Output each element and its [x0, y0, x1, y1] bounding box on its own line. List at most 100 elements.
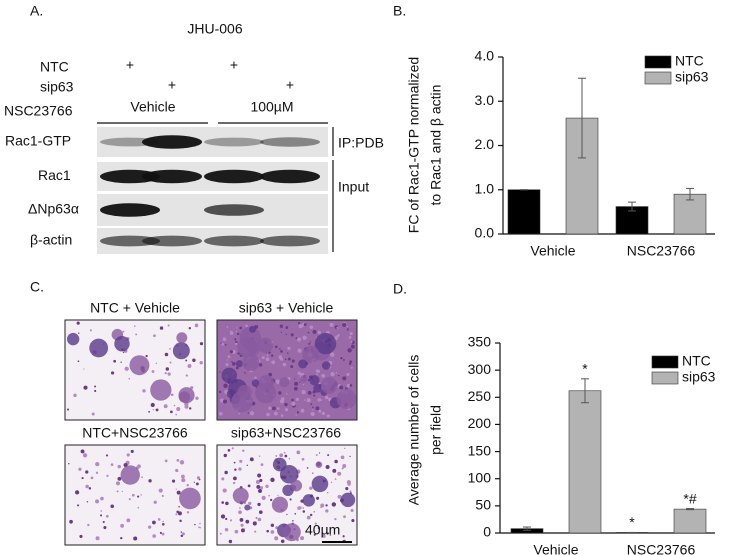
- cell: [155, 408, 159, 412]
- y-axis-label: per field: [428, 405, 444, 455]
- cell: [294, 512, 297, 515]
- cell: [307, 390, 312, 395]
- cell: [289, 498, 292, 501]
- cell: [246, 464, 248, 466]
- cell: [218, 390, 222, 394]
- legend-swatch: [644, 71, 672, 85]
- cell: [346, 383, 351, 388]
- cell: [103, 526, 107, 530]
- cell: [228, 539, 233, 544]
- cell: [79, 534, 83, 538]
- cell: [225, 501, 229, 506]
- scale-bar-label: 40µm: [305, 522, 340, 538]
- cell: [120, 361, 122, 363]
- cell: [266, 412, 270, 417]
- cell: [306, 398, 311, 403]
- annotation: *#: [683, 490, 696, 506]
- cell: [254, 530, 257, 533]
- cell: [345, 487, 349, 491]
- cell: [306, 467, 309, 469]
- cell: [131, 493, 135, 497]
- cell: [285, 393, 288, 395]
- plus-mark: +: [126, 57, 134, 73]
- cell: [189, 407, 192, 410]
- cell: [91, 412, 95, 416]
- legend-label: NTC: [675, 53, 704, 69]
- cell: [235, 366, 239, 370]
- treatment-label: NSC23766: [4, 103, 73, 119]
- band: [142, 135, 202, 149]
- cell: [164, 459, 168, 463]
- cell: [254, 376, 257, 380]
- cell: [348, 362, 352, 365]
- band: [204, 137, 264, 147]
- cell: [350, 344, 355, 349]
- cell: [148, 410, 150, 413]
- image-label: sip63+NSC23766: [231, 425, 341, 441]
- cell: [302, 335, 307, 340]
- cell: [249, 457, 254, 462]
- cell: [266, 354, 269, 357]
- cell: [176, 406, 181, 412]
- cell: [349, 490, 352, 493]
- cell: [350, 340, 353, 344]
- cell: [257, 517, 262, 522]
- cell: [346, 372, 350, 377]
- cell: [296, 411, 300, 414]
- cell: [244, 372, 246, 374]
- band: [204, 235, 264, 247]
- cell: [340, 356, 343, 360]
- cell: [257, 473, 262, 478]
- cell: [100, 514, 103, 517]
- cell: [94, 385, 97, 388]
- y-tick-label: 150: [468, 442, 492, 458]
- cell: [297, 371, 301, 376]
- band-label: Rac1: [38, 167, 71, 183]
- band: [100, 203, 160, 217]
- cell: [221, 501, 225, 504]
- cell: [87, 523, 90, 527]
- colony: [89, 338, 109, 358]
- cell: [347, 482, 351, 486]
- cell: [336, 326, 339, 329]
- cell: [140, 494, 142, 496]
- cell: [290, 365, 294, 369]
- cell: [291, 401, 296, 406]
- cell: [100, 496, 104, 501]
- cell: [295, 337, 298, 340]
- band: [204, 169, 264, 184]
- bar: [673, 508, 707, 534]
- y-tick-label: 50: [475, 497, 491, 513]
- cell: [224, 527, 229, 532]
- cell: [343, 515, 346, 519]
- cell: [324, 395, 329, 400]
- cell: [268, 494, 270, 497]
- colony: [257, 337, 274, 354]
- cell: [153, 500, 157, 504]
- cell: [181, 478, 186, 483]
- colony: [179, 487, 201, 510]
- colony: [321, 361, 331, 370]
- cell: [258, 363, 263, 367]
- cell: [302, 510, 306, 513]
- cell: [128, 498, 131, 501]
- cell: [349, 455, 351, 458]
- cell: [239, 518, 244, 522]
- cell: [285, 327, 288, 329]
- colony: [299, 375, 308, 383]
- cell: [347, 327, 349, 330]
- cell: [335, 372, 338, 374]
- cell: [137, 495, 140, 498]
- y-tick-label: 100: [468, 469, 492, 485]
- cell: [238, 412, 241, 415]
- cell: [142, 389, 146, 393]
- y-tick-label: 2.0: [475, 136, 495, 152]
- cell: [106, 474, 109, 478]
- cell: [255, 516, 258, 520]
- cell: [257, 502, 261, 507]
- cell: [233, 481, 236, 484]
- cell: [100, 510, 103, 512]
- cell: [313, 533, 316, 536]
- image-label: NTC + Vehicle: [90, 300, 180, 316]
- band: [260, 169, 320, 184]
